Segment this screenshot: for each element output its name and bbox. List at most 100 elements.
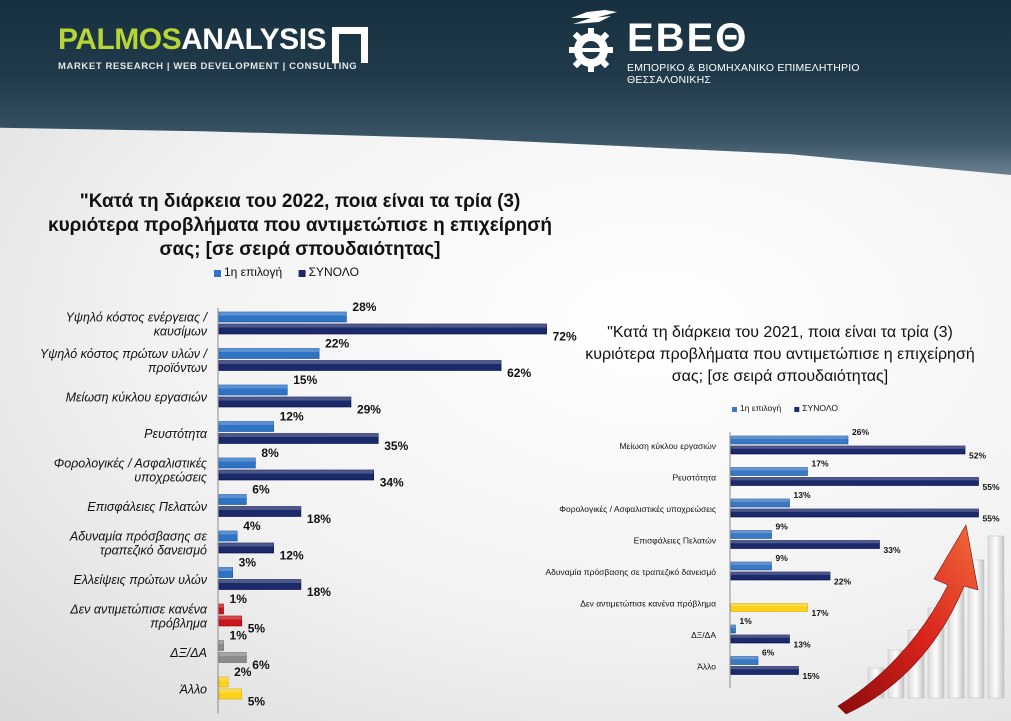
chart1-bar-highlight <box>219 567 233 571</box>
chart2-data-label: 55% <box>983 514 1000 524</box>
chart2-bar-highlight <box>731 530 772 534</box>
chart1-data-label: 22% <box>325 337 349 351</box>
chart1-bar-highlight <box>219 579 301 583</box>
chart1-data-label: 5% <box>248 695 266 709</box>
chart1-bar-total <box>218 360 502 371</box>
chart1-bar-first-choice <box>218 311 347 323</box>
chart1-bar-first-choice <box>218 530 238 542</box>
chart2-bar-highlight <box>731 477 979 481</box>
chart2-bar-total <box>730 477 979 486</box>
chart2-data-label: 1% <box>740 616 753 626</box>
chart1-data-label: 1% <box>230 629 248 643</box>
chart1-bar-first-choice <box>218 676 229 688</box>
chart2-category-label: Φορολογικές / Ασφαλιστικές υποχρεώσεις <box>559 504 716 514</box>
chart1-legend-label-2: ΣΥΝΟΛΟ <box>309 265 359 279</box>
chart2-bar-first-choice <box>730 530 772 539</box>
chart2-bar-first-choice <box>730 467 808 476</box>
chart2-bar-highlight <box>731 656 758 660</box>
chart1-data-label: 5% <box>248 622 266 636</box>
chart1-category-label: Αδυναμία πρόσβασης σε τραπεζικό δανεισμό <box>69 529 208 557</box>
chart2-bar-first-choice <box>730 624 736 634</box>
chart2-category-label: Δεν αντιμετώπισε κανένα πρόβλημα <box>580 598 716 608</box>
chart2-category-label: ΔΞ/ΔΑ <box>691 630 716 640</box>
chart1-bar-highlight <box>219 312 347 316</box>
chart1-bar-highlight <box>219 348 320 352</box>
chart1-bar-total <box>218 506 302 517</box>
chart1-bar-first-choice <box>218 421 274 432</box>
chart2-data-label: 13% <box>794 490 811 500</box>
chart1-bar-highlight <box>219 531 238 535</box>
chart1-legend: 1η επιλογή ΣΥΝΟΛΟ <box>214 265 359 279</box>
chart2-bar-highlight <box>731 666 799 670</box>
chart1-bar-first-choice <box>218 457 256 469</box>
chart2-bar-highlight <box>731 625 736 628</box>
chart2-bar-total <box>730 445 966 455</box>
ebeth-logo: ΕΒΕΘ ΕΜΠΟΡΙΚΟ & ΒΙΟΜΗΧΑΝΙΚΟ ΕΠΙΜΕΛΗΤΗΡΙΟ… <box>565 8 945 86</box>
chart2-bar-total <box>730 508 979 518</box>
chart1-data-label: 4% <box>243 519 261 533</box>
chart1-data-label: 62% <box>507 366 531 380</box>
chart1-bar-highlight <box>219 689 242 693</box>
red-arrow <box>837 524 979 715</box>
chart1-bar-highlight <box>219 543 274 547</box>
chart2-category-label: Ρευστότητα <box>672 472 716 482</box>
chart1-bar-total <box>218 579 302 590</box>
chart1-bar-highlight <box>219 397 351 401</box>
chart2-bar-highlight <box>731 635 790 638</box>
chart2-legend-label-2: ΣΥΝΟΛΟ <box>802 403 838 413</box>
chart1-data-label: 2% <box>234 665 252 679</box>
chart1-bar-first-choice <box>218 567 233 578</box>
chart2-data-label: 22% <box>834 577 851 587</box>
chart1-bar-first-choice <box>218 640 224 651</box>
chart1-category-label: Φορολογικές / Ασφαλιστικές υποχρεώσεις <box>54 456 208 484</box>
chart2-data-label: 55% <box>983 482 1000 492</box>
chart2-legend: 1η επιλογή ΣΥΝΟΛΟ <box>732 403 838 413</box>
chart1-bar-total <box>218 615 243 627</box>
logo-word-part2: ANALYSIS <box>181 23 327 56</box>
chart1-bar-highlight <box>219 421 274 425</box>
chart1-bar-highlight <box>219 604 224 608</box>
chart1-category-label: Άλλο <box>179 682 207 696</box>
chart2-bar-total <box>730 634 790 644</box>
chart1-data-label: 3% <box>239 556 257 570</box>
chart1-bar-total <box>218 542 274 554</box>
logo-tagline: MARKET RESEARCH | WEB DEVELOPMENT | CONS… <box>58 61 358 72</box>
chart1-bar-total <box>218 469 374 481</box>
chart2-data-label: 13% <box>794 640 811 650</box>
chart1-bar-first-choice <box>218 348 320 359</box>
chart2-bar-highlight <box>731 540 880 544</box>
chart2-bar-highlight <box>731 572 830 575</box>
chart1-category-label: Υψηλό κόστος πρώτων υλών / προϊόντων <box>40 347 209 375</box>
chart1-bar-highlight <box>219 324 547 328</box>
chart2-category-label: Επισφάλειες Πελατών <box>634 535 716 545</box>
chart1-category-label: Υψηλό κόστος ενέργειας / καυσίμων <box>66 310 209 338</box>
chart2-bar-total <box>730 666 799 675</box>
chart2-bar-first-choice <box>730 656 759 665</box>
chart2-legend-label-1: 1η επιλογή <box>740 403 781 413</box>
chart1-data-label: 72% <box>553 330 577 344</box>
chart1-bar-highlight <box>219 494 247 498</box>
chart1-bar-first-choice <box>218 494 247 505</box>
chart2-data-label: 26% <box>852 427 869 437</box>
chart1-bar-total <box>218 323 547 335</box>
chart1-legend-swatch-1 <box>214 270 221 277</box>
chart2-bar-highlight <box>731 436 848 439</box>
chart1-data-label: 35% <box>384 439 408 453</box>
chart2-bar-highlight <box>731 603 808 607</box>
chart2-bar-highlight <box>731 499 790 502</box>
chart1-bar-first-choice <box>218 384 288 396</box>
chart1-data-label: 28% <box>352 300 376 314</box>
chart2-bar-highlight <box>731 446 965 449</box>
chart1-bar-total <box>218 688 243 700</box>
gear-wing-icon <box>569 10 617 72</box>
chart2-data-label: 17% <box>812 459 829 469</box>
chart1-data-label: 1% <box>230 592 248 606</box>
chart2-bar-total <box>730 571 831 581</box>
chart1-bar-total <box>218 652 247 663</box>
chart1-bar-highlight <box>219 433 379 437</box>
chart2-category-label: Μείωση κύκλου εργασιών <box>619 441 716 451</box>
chart1-data-label: 29% <box>357 403 381 417</box>
